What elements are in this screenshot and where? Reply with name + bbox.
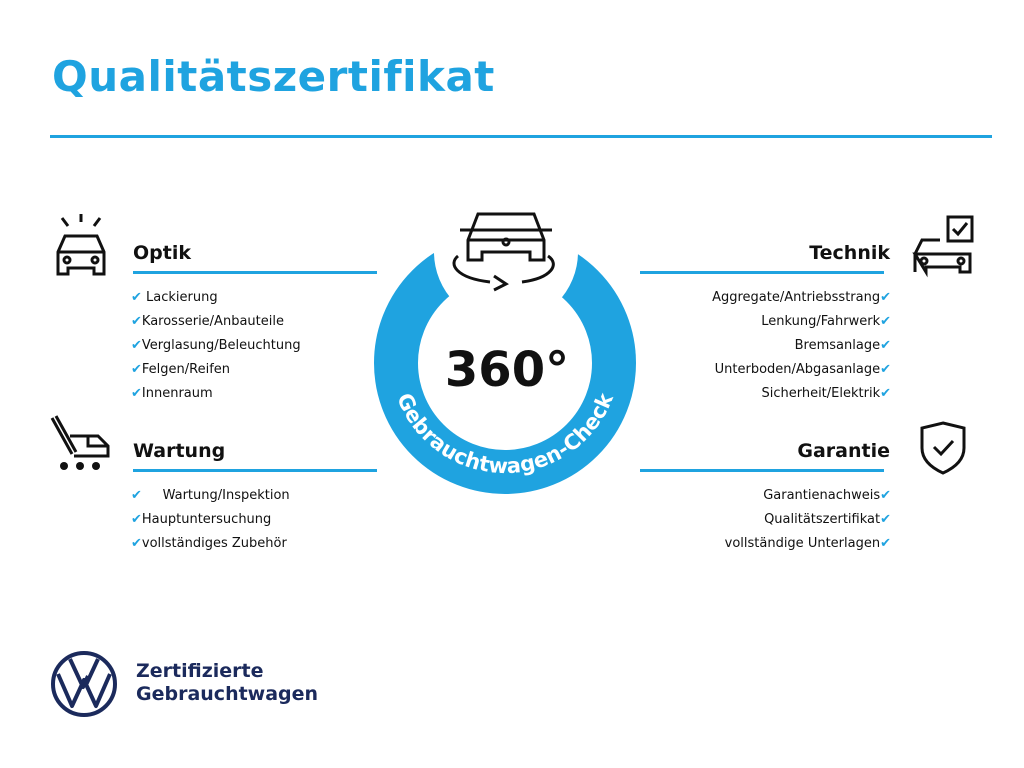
list-item: ✔Verglasung/Beleuchtung bbox=[131, 338, 301, 353]
check-icon: ✔ bbox=[131, 488, 142, 503]
check-icon: ✔ bbox=[880, 536, 891, 551]
brand-text: Zertifizierte Gebrauchtwagen bbox=[136, 660, 319, 705]
service-cart-icon bbox=[50, 415, 110, 470]
garantie-title: Garantie bbox=[797, 440, 890, 462]
garantie-list: Garantienachweis✔ Qualitätszertifikat✔ v… bbox=[725, 484, 891, 556]
list-item: ✔vollständiges Zubehör bbox=[131, 536, 287, 551]
list-item: Bremsanlage✔ bbox=[794, 338, 891, 353]
optik-divider bbox=[133, 271, 377, 274]
list-item: vollständige Unterlagen✔ bbox=[724, 536, 891, 551]
list-item: ✔Innenraum bbox=[131, 386, 213, 401]
check-icon: ✔ bbox=[131, 338, 142, 353]
check-icon: ✔ bbox=[880, 386, 891, 401]
badge-top-disc bbox=[434, 190, 578, 324]
wartung-list: ✔ Wartung/Inspektion ✔Hauptuntersuchung … bbox=[131, 484, 290, 556]
car-lights-icon bbox=[56, 214, 106, 276]
check-icon: ✔ bbox=[880, 314, 891, 329]
optik-list: ✔ Lackierung ✔Karosserie/Anbauteile ✔Ver… bbox=[131, 286, 301, 406]
list-item: Lenkung/Fahrwerk✔ bbox=[761, 314, 891, 329]
list-item: ✔Karosserie/Anbauteile bbox=[131, 314, 284, 329]
check-icon: ✔ bbox=[880, 512, 891, 527]
check-icon: ✔ bbox=[880, 488, 891, 503]
page-title: Qualitätszertifikat bbox=[52, 52, 495, 101]
check-icon: ✔ bbox=[131, 290, 142, 305]
wartung-title: Wartung bbox=[133, 440, 226, 462]
garantie-divider bbox=[640, 469, 884, 472]
check-icon: ✔ bbox=[131, 386, 142, 401]
list-item: Qualitätszertifikat✔ bbox=[764, 512, 891, 527]
list-item: Garantienachweis✔ bbox=[763, 488, 891, 503]
shield-check-icon bbox=[920, 421, 966, 475]
list-item: ✔ Wartung/Inspektion bbox=[131, 488, 290, 503]
check-icon: ✔ bbox=[880, 362, 891, 377]
list-item: ✔ Lackierung bbox=[131, 290, 218, 305]
check-icon: ✔ bbox=[131, 362, 142, 377]
check-badge: 360° Gebrauchtwagen-Check bbox=[374, 190, 636, 494]
list-item: Unterboden/Abgasanlage✔ bbox=[714, 362, 891, 377]
list-item: ✔Hauptuntersuchung bbox=[131, 512, 272, 527]
list-item: Aggregate/Antriebsstrang✔ bbox=[712, 290, 891, 305]
technik-divider bbox=[640, 271, 884, 274]
check-icon: ✔ bbox=[131, 512, 142, 527]
car-checkbox-icon bbox=[912, 215, 974, 278]
technik-list: Aggregate/Antriebsstrang✔ Lenkung/Fahrwe… bbox=[712, 286, 891, 406]
list-item: ✔Felgen/Reifen bbox=[131, 362, 231, 377]
check-icon: ✔ bbox=[131, 314, 142, 329]
optik-title: Optik bbox=[133, 242, 191, 264]
car-360-icon bbox=[452, 212, 555, 292]
title-divider bbox=[50, 135, 992, 138]
vw-logo bbox=[51, 651, 117, 717]
technik-title: Technik bbox=[809, 242, 890, 264]
check-icon: ✔ bbox=[880, 338, 891, 353]
check-icon: ✔ bbox=[880, 290, 891, 305]
wartung-divider bbox=[133, 469, 377, 472]
list-item: Sicherheit/Elektrik✔ bbox=[761, 386, 891, 401]
badge-number: 360° bbox=[445, 342, 569, 398]
check-icon: ✔ bbox=[131, 536, 142, 551]
